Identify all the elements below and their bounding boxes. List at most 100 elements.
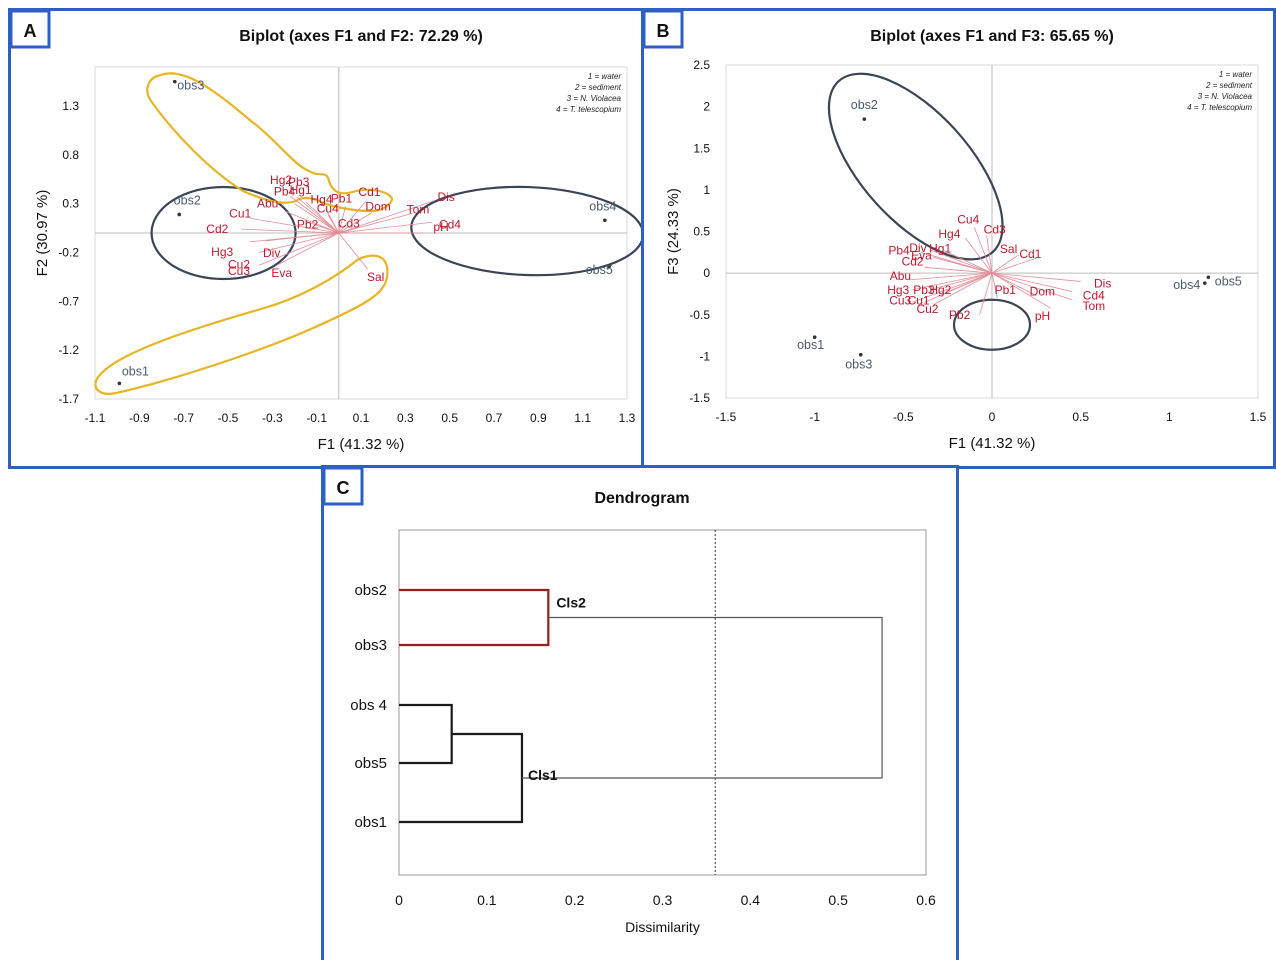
variable-vector: [991, 272, 1072, 292]
panel-letter-box: [322, 466, 364, 506]
y-tick-label: 0.5: [693, 225, 710, 239]
dendrogram-panel: C Dendrogram 0 0.1 0.2 0.3 0.4 0.5 0.6 Dissimilar…: [321, 465, 959, 960]
x-tick-label: 0.4: [741, 892, 761, 908]
variable-vector: [986, 235, 993, 274]
variable-label: Pb2: [297, 217, 319, 231]
variable-label: Dis: [437, 190, 454, 204]
variable-label: Eva: [271, 266, 292, 280]
variable-label: Hg1: [290, 183, 312, 197]
x-tick-label: 0.5: [441, 411, 458, 425]
variable-vector: [991, 273, 998, 299]
leaf-label: obs2: [354, 582, 387, 599]
chart-title: Biplot (axes F1 and F2: 72.29 %): [239, 28, 483, 45]
x-tick-label: -1.5: [716, 410, 737, 424]
variable-vector: [933, 272, 993, 306]
variable-label: Hg4: [938, 227, 960, 241]
observation-point: [862, 117, 867, 121]
variable-label: Pb4: [274, 185, 296, 199]
y-tick-label: -1: [699, 349, 710, 363]
biplot-f1-f2-chart: A Biplot (axes F1 and F2: 72.29 %) -1.1 -0.…: [9, 9, 645, 453]
variable-label: Pb1: [331, 192, 353, 206]
dendrogram-chart: C Dendrogram 0 0.1 0.2 0.3 0.4 0.5 0.6 Dissimilar…: [322, 466, 936, 935]
cluster-outline-obs3: [146, 72, 393, 213]
variable-vector: [991, 272, 1051, 309]
observation-label: obs2: [174, 193, 201, 207]
variable-vector: [338, 232, 368, 270]
variable-label: Cu3: [228, 264, 250, 278]
variable-label: Hg2: [929, 283, 951, 297]
cluster-label: Cls2: [556, 595, 586, 611]
x-tick-label: 0.5: [1072, 410, 1089, 424]
biplot-f1-f2-panel: A Biplot (axes F1 and F2: 72.29 %) -1.1 -0.…: [8, 8, 645, 469]
dendrogram-link-obs4-obs5: [399, 703, 453, 765]
legend-entry: 4 = T. telescopium: [1187, 103, 1252, 112]
variable-label: Sal: [1000, 242, 1017, 256]
legend-entry: 1 = water: [1219, 70, 1252, 79]
variable-vector: [338, 206, 346, 234]
variable-label: Hg3: [211, 245, 233, 259]
variable-label: pH: [1035, 309, 1050, 323]
variable-vector: [338, 221, 432, 234]
x-tick-label: 0.2: [565, 892, 585, 908]
plot-frame: [398, 529, 927, 876]
variable-vector: [973, 227, 993, 274]
variable-vector: [991, 272, 1081, 282]
x-tick-label: 0.9: [530, 411, 547, 425]
variable-label: Cd1: [1019, 247, 1041, 261]
observation-label: obs4: [1173, 278, 1200, 292]
variable-label: Cu2: [228, 258, 250, 272]
y-tick-label: -0.5: [689, 308, 710, 322]
variable-label: Cu4: [957, 212, 979, 226]
variable-label: Pb2: [949, 308, 971, 322]
x-tick-label: 0.6: [916, 892, 936, 908]
variable-vector: [965, 237, 993, 274]
variable-vector: [929, 272, 993, 291]
observation-point: [607, 264, 612, 268]
y-tick-label: 0.8: [62, 148, 79, 162]
y-tick-label: 1.3: [62, 99, 79, 113]
legend-entry: 3 = N. Violacea: [567, 94, 622, 103]
x-tick-label: -0.7: [173, 411, 194, 425]
variable-label: Dis: [1094, 276, 1111, 290]
legend-entry: 2 = sediment: [574, 83, 622, 92]
x-tick-label: -1: [809, 410, 820, 424]
variable-vector: [924, 272, 993, 303]
panel-letter-box: [642, 9, 684, 49]
cluster-outline-obs1: [94, 254, 389, 395]
variable-label: Cd1: [358, 185, 380, 199]
variable-label: Cu1: [908, 293, 930, 307]
variable-vector: [991, 257, 1037, 274]
variable-vector: [338, 200, 435, 234]
variable-vector: [933, 256, 993, 274]
variable-vector: [305, 220, 339, 234]
variable-label: Div: [909, 241, 926, 255]
legend-entry: 1 = water: [588, 72, 621, 81]
chart-title: Dendrogram: [594, 490, 689, 507]
y-tick-label: 0: [703, 266, 710, 280]
leaf-label: obs3: [354, 637, 387, 654]
observation-label: obs5: [586, 263, 613, 277]
observation-label: obs5: [1215, 274, 1242, 288]
variable-vector: [258, 232, 339, 266]
observation-point: [117, 381, 122, 386]
variable-label: Eva: [911, 248, 932, 262]
observation-point: [812, 335, 817, 340]
legend-entry: 4 = T. telescopium: [556, 105, 621, 114]
variable-label: Hg2: [270, 173, 292, 187]
observation-label: obs3: [177, 79, 204, 93]
variable-vector: [924, 266, 993, 274]
y-tick-label: 2: [703, 100, 710, 114]
x-axis-label: Dissimilarity: [625, 919, 700, 935]
variable-label: Tom: [407, 202, 430, 216]
cluster-label: Cls1: [528, 767, 558, 783]
leaf-label: obs5: [354, 755, 387, 772]
cluster-ellipse-obs2: [150, 185, 297, 281]
y-tick-label: 1.5: [693, 141, 710, 155]
variable-label: Cu3: [889, 293, 911, 307]
x-tick-label: -0.5: [893, 410, 914, 424]
legend-entry: 3 = N. Violacea: [1198, 92, 1253, 101]
observation-label: obs1: [797, 338, 824, 352]
variable-vector: [241, 228, 339, 234]
variable-vector: [285, 211, 339, 234]
x-tick-label: -0.3: [262, 411, 283, 425]
